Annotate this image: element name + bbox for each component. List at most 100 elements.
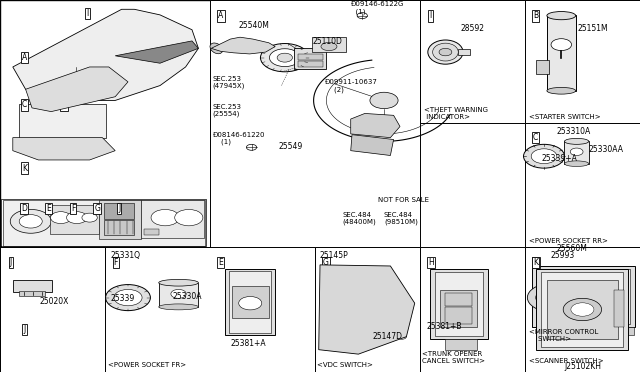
Text: 25381+A: 25381+A bbox=[230, 339, 266, 348]
Bar bbox=[232, 286, 269, 318]
Bar bbox=[581, 298, 620, 312]
Circle shape bbox=[10, 209, 51, 233]
Circle shape bbox=[171, 289, 186, 298]
Bar bbox=[352, 286, 372, 298]
Text: K: K bbox=[22, 164, 27, 173]
Bar bbox=[547, 280, 618, 339]
Bar bbox=[445, 339, 477, 350]
Circle shape bbox=[570, 148, 583, 155]
Circle shape bbox=[563, 298, 602, 321]
Bar bbox=[329, 299, 349, 312]
Bar bbox=[326, 272, 378, 314]
Text: G: G bbox=[323, 258, 329, 267]
Polygon shape bbox=[115, 41, 198, 63]
Text: Ð09146-6122G
  (1): Ð09146-6122G (1) bbox=[351, 1, 404, 15]
Bar bbox=[541, 272, 623, 347]
Text: D: D bbox=[532, 258, 539, 267]
Circle shape bbox=[536, 288, 568, 307]
Bar bbox=[525, 0, 640, 123]
Circle shape bbox=[531, 149, 557, 164]
Circle shape bbox=[67, 212, 87, 224]
Bar bbox=[141, 200, 204, 238]
Text: 25330AA: 25330AA bbox=[589, 145, 624, 154]
Circle shape bbox=[260, 44, 309, 72]
Text: A: A bbox=[218, 12, 223, 20]
Text: 25151M: 25151M bbox=[577, 25, 608, 33]
Bar bbox=[210, 0, 420, 247]
Bar bbox=[536, 60, 549, 74]
Bar bbox=[440, 290, 477, 327]
Text: Ð09911-10637
    (2): Ð09911-10637 (2) bbox=[325, 80, 378, 93]
Text: H: H bbox=[428, 258, 433, 267]
Circle shape bbox=[277, 53, 292, 62]
Text: E: E bbox=[218, 258, 223, 267]
Text: 25381+B: 25381+B bbox=[426, 322, 461, 331]
Bar bbox=[329, 286, 349, 298]
Text: <POWER SOCKET RR>: <POWER SOCKET RR> bbox=[529, 238, 607, 244]
Bar bbox=[210, 247, 315, 372]
Bar bbox=[576, 277, 624, 318]
Text: 25549: 25549 bbox=[278, 142, 303, 151]
Text: A: A bbox=[22, 53, 27, 62]
Ellipse shape bbox=[433, 43, 458, 61]
Circle shape bbox=[357, 13, 367, 19]
Text: <POWER SOCKET FR>: <POWER SOCKET FR> bbox=[108, 362, 186, 368]
Text: SEC.484
(98510M): SEC.484 (98510M) bbox=[384, 212, 418, 225]
Bar bbox=[458, 49, 470, 55]
Circle shape bbox=[246, 144, 257, 150]
Text: I: I bbox=[429, 12, 432, 20]
Bar bbox=[525, 247, 640, 372]
Bar bbox=[352, 299, 372, 312]
Bar bbox=[538, 269, 630, 324]
Circle shape bbox=[114, 289, 142, 306]
Circle shape bbox=[82, 213, 97, 222]
Bar bbox=[420, 247, 525, 372]
Ellipse shape bbox=[547, 12, 576, 20]
Bar bbox=[294, 48, 326, 69]
Text: 25147D: 25147D bbox=[372, 333, 403, 341]
Text: J25102KH: J25102KH bbox=[564, 362, 602, 371]
Text: SEC.484
(48400M): SEC.484 (48400M) bbox=[342, 212, 376, 225]
Bar bbox=[298, 54, 323, 60]
Bar bbox=[99, 200, 141, 239]
Ellipse shape bbox=[159, 304, 198, 310]
Text: K: K bbox=[533, 258, 538, 267]
Text: G: G bbox=[94, 204, 100, 213]
Text: SEC.253
(25554): SEC.253 (25554) bbox=[212, 104, 241, 117]
Text: F: F bbox=[114, 258, 118, 267]
Text: 25331Q: 25331Q bbox=[110, 251, 140, 260]
Bar bbox=[564, 141, 589, 164]
Circle shape bbox=[545, 294, 558, 301]
Text: J: J bbox=[10, 258, 12, 267]
Bar bbox=[525, 247, 640, 372]
Bar bbox=[547, 15, 576, 91]
Text: B: B bbox=[61, 100, 67, 109]
Ellipse shape bbox=[428, 40, 463, 64]
Text: 25560M: 25560M bbox=[557, 244, 588, 253]
Text: F: F bbox=[71, 204, 75, 213]
Circle shape bbox=[19, 215, 42, 228]
Bar bbox=[0, 247, 105, 372]
Polygon shape bbox=[3, 200, 205, 246]
Bar bbox=[225, 269, 275, 335]
Circle shape bbox=[269, 49, 300, 67]
Text: <TRUNK OPENER
CANCEL SWITCH>: <TRUNK OPENER CANCEL SWITCH> bbox=[422, 351, 485, 364]
Bar bbox=[445, 307, 472, 324]
Text: 25110D: 25110D bbox=[312, 38, 342, 46]
Bar bbox=[430, 269, 488, 339]
Bar bbox=[420, 0, 525, 123]
Bar bbox=[445, 293, 472, 306]
Text: B: B bbox=[533, 12, 538, 20]
Text: 25339+A: 25339+A bbox=[541, 154, 577, 163]
Bar bbox=[50, 205, 99, 234]
Ellipse shape bbox=[564, 138, 589, 144]
Bar bbox=[315, 247, 420, 372]
Bar bbox=[298, 61, 323, 67]
Circle shape bbox=[370, 92, 398, 109]
Text: E: E bbox=[46, 204, 51, 213]
Text: <MIRROR CONTROL
    SWITCH>: <MIRROR CONTROL SWITCH> bbox=[529, 329, 598, 342]
Polygon shape bbox=[351, 135, 394, 155]
Bar bbox=[536, 269, 628, 350]
Text: <SCANNER SWITCH>: <SCANNER SWITCH> bbox=[529, 358, 604, 364]
Text: J: J bbox=[23, 325, 26, 334]
